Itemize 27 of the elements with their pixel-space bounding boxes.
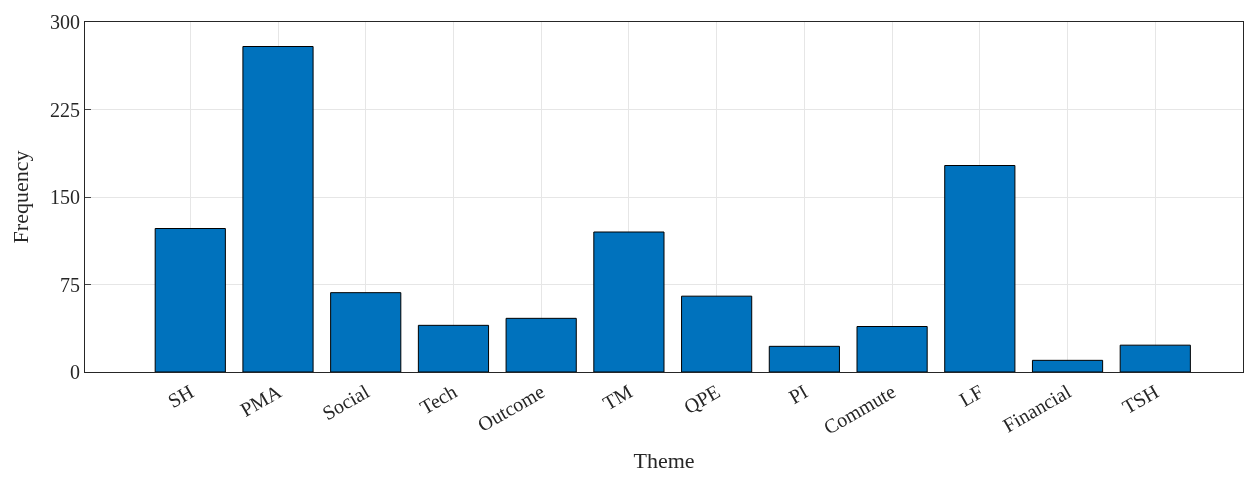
x-tick-label: QPE — [679, 380, 724, 419]
y-tick-label: 75 — [60, 273, 80, 296]
y-tick-label: 0 — [70, 361, 80, 383]
y-axis-title: Frequency — [7, 150, 33, 244]
bar — [242, 46, 314, 372]
y-tick-label: 300 — [50, 11, 80, 33]
x-tick-label: Tech — [416, 380, 461, 419]
x-tick-label: PI — [784, 380, 812, 409]
bar — [1119, 344, 1191, 372]
bar — [505, 317, 577, 372]
x-tick-label: LF — [955, 380, 987, 411]
y-tick-label: 225 — [50, 98, 80, 121]
x-tick-label: TM — [598, 379, 637, 415]
bar — [768, 345, 840, 372]
bar — [154, 228, 226, 372]
bar — [593, 231, 665, 372]
x-tick-label: SH — [164, 380, 198, 412]
x-tick-label: TSH — [1118, 380, 1163, 419]
bar — [681, 295, 753, 372]
bar — [417, 324, 490, 372]
x-tick-label: PMA — [236, 379, 286, 421]
bar — [944, 165, 1016, 372]
y-tick-label: 150 — [50, 186, 80, 208]
bar — [1031, 359, 1104, 372]
bar — [330, 292, 402, 372]
x-axis-title: Theme — [633, 448, 695, 474]
bar — [856, 326, 928, 372]
